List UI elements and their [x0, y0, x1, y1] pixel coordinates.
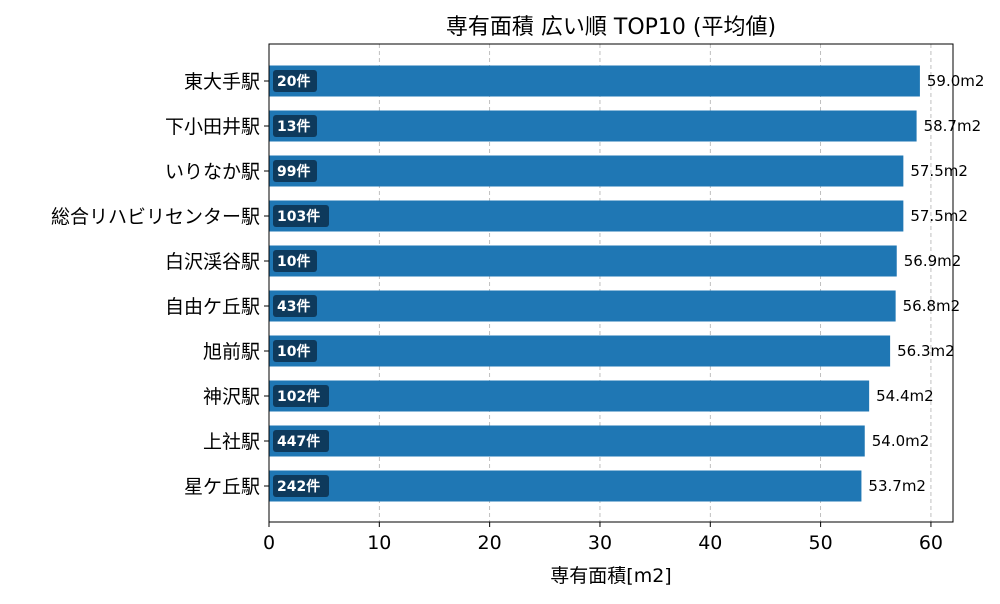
count-label-5: 43件 — [277, 298, 310, 315]
count-label-0: 20件 — [277, 73, 310, 90]
x-tick-label-1: 10 — [367, 532, 391, 554]
count-badge-4 — [273, 250, 317, 272]
category-label-0: 東大手駅 — [184, 71, 260, 93]
count-badge-3 — [273, 205, 329, 227]
count-label-2: 99件 — [277, 163, 310, 180]
count-badge-2 — [273, 160, 317, 182]
bar-0 — [269, 65, 920, 97]
count-badge-7 — [273, 385, 329, 407]
x-tick-label-3: 30 — [588, 532, 612, 554]
count-label-1: 13件 — [277, 118, 310, 135]
bar-9 — [269, 470, 862, 502]
category-label-5: 自由ケ丘駅 — [165, 296, 260, 318]
count-label-9: 242件 — [277, 478, 320, 495]
count-label-6: 10件 — [277, 343, 310, 360]
value-label-1: 58.7m2 — [924, 117, 982, 135]
bar-4 — [269, 245, 897, 277]
value-label-9: 53.7m2 — [868, 477, 926, 495]
value-label-3: 57.5m2 — [910, 207, 968, 225]
value-label-4: 56.9m2 — [904, 252, 962, 270]
count-badge-6 — [273, 340, 317, 362]
bar-8 — [269, 425, 865, 457]
count-badge-0 — [273, 70, 317, 92]
value-label-6: 56.3m2 — [897, 342, 955, 360]
x-tick-label-2: 20 — [478, 532, 502, 554]
value-label-8: 54.0m2 — [872, 432, 930, 450]
x-tick-label-5: 50 — [809, 532, 833, 554]
x-axis-label: 専有面積[m2] — [550, 565, 671, 587]
category-label-3: 総合リハビリセンター駅 — [51, 206, 260, 228]
category-label-1: 下小田井駅 — [165, 116, 260, 138]
value-label-2: 57.5m2 — [910, 162, 968, 180]
category-label-9: 星ケ丘駅 — [184, 476, 260, 498]
count-badge-9 — [273, 475, 329, 497]
plot-frame — [268, 43, 954, 523]
bar-2 — [269, 155, 904, 187]
bars: 59.0m2 20件 58.7m2 13件 57.5m2 99件 57.5m2 103件 56.… — [269, 65, 985, 502]
value-label-5: 56.8m2 — [903, 297, 961, 315]
axes: 東大手駅下小田井駅いりなか駅総合リハビリセンター駅白沢渓谷駅自由ケ丘駅旭前駅神沢… — [51, 43, 954, 554]
category-label-8: 上社駅 — [203, 431, 260, 453]
count-badge-5 — [273, 295, 317, 317]
bar-6 — [269, 335, 891, 367]
count-label-7: 102件 — [277, 388, 320, 405]
category-label-2: いりなか駅 — [165, 161, 260, 183]
chart-title: 専有面積 広い順 TOP10 (平均値) — [446, 15, 776, 40]
bar-1 — [269, 110, 917, 142]
bar-7 — [269, 380, 870, 412]
count-badge-8 — [273, 430, 329, 452]
bar-3 — [269, 200, 904, 232]
category-label-6: 旭前駅 — [203, 341, 260, 363]
category-label-4: 白沢渓谷駅 — [165, 251, 260, 273]
x-tick-label-4: 40 — [698, 532, 722, 554]
count-badge-1 — [273, 115, 317, 137]
count-label-4: 10件 — [277, 253, 310, 270]
x-tick-label-6: 60 — [919, 532, 943, 554]
bar-5 — [269, 290, 896, 322]
x-tick-label-0: 0 — [263, 532, 275, 554]
category-label-7: 神沢駅 — [203, 386, 260, 408]
value-label-7: 54.4m2 — [876, 387, 934, 405]
count-label-3: 103件 — [277, 208, 320, 225]
value-label-0: 59.0m2 — [927, 72, 985, 90]
count-label-8: 447件 — [277, 433, 320, 450]
